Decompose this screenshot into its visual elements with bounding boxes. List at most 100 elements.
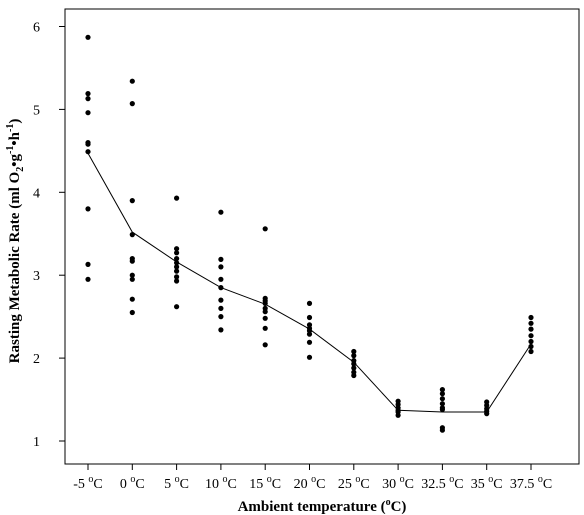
x-tick-label: 10 oC: [205, 474, 237, 492]
data-point: [85, 110, 91, 116]
x-tick-label-number: 0: [120, 477, 131, 492]
x-tick-label-unit: C: [360, 477, 369, 492]
x-tick-label-number: 10: [205, 477, 223, 492]
x-tick-label-degree: o: [355, 474, 360, 485]
data-point: [262, 342, 268, 348]
data-point: [129, 258, 135, 264]
x-tick-label-unit: C: [93, 477, 102, 492]
x-tick-label-degree: o: [488, 474, 493, 485]
data-point: [528, 338, 534, 345]
data-point: [129, 276, 135, 282]
data-point: [174, 278, 180, 284]
x-tick-label-degree: o: [311, 474, 316, 485]
fit-line: [87, 153, 532, 413]
data-points: [85, 34, 534, 433]
data-point: [218, 209, 224, 215]
y-axis-title-end: ): [7, 119, 23, 124]
data-point: [174, 264, 180, 270]
y-axis-title-sup2: -1: [5, 124, 16, 132]
plot-frame: [64, 8, 580, 465]
x-tick-label: 37.5 oC: [510, 474, 552, 492]
data-point: [262, 309, 268, 315]
data-point: [85, 34, 91, 40]
data-point: [439, 406, 445, 413]
data-point: [174, 304, 180, 310]
fit-line-path: [87, 153, 532, 413]
data-point: [174, 250, 180, 256]
data-point: [439, 396, 445, 402]
x-tick-label-degree: o: [400, 474, 405, 485]
data-point: [218, 327, 224, 333]
x-tick-label: 20 oC: [294, 474, 326, 492]
x-tick-label-degree: o: [538, 474, 543, 485]
data-point: [85, 276, 91, 282]
data-point: [351, 353, 357, 359]
data-point: [351, 365, 357, 371]
x-tick-label-number: 25: [338, 477, 356, 492]
data-point: [528, 314, 534, 321]
x-tick-label-number: 15: [249, 477, 267, 492]
data-point: [306, 300, 313, 306]
x-tick-label-unit: C: [272, 477, 281, 492]
x-tick-label-number: 5: [164, 477, 175, 492]
data-point: [306, 331, 313, 337]
data-point: [174, 195, 180, 201]
data-point: [129, 296, 135, 302]
data-point: [484, 411, 490, 417]
data-point: [351, 348, 357, 355]
data-point: [528, 320, 534, 326]
x-axis-title-end: C): [391, 499, 407, 515]
x-tick-label-degree: o: [175, 474, 180, 485]
x-tick-label-number: 32.5: [421, 477, 449, 492]
data-point: [395, 412, 401, 418]
x-axis-title-main: Ambient temperature (: [238, 499, 386, 515]
data-point: [85, 206, 91, 212]
y-axis-title-mid: •g: [7, 153, 23, 166]
data-point: [439, 401, 445, 407]
x-tick-label-unit: C: [135, 477, 144, 492]
data-point: [306, 339, 313, 345]
x-tick-label-degree: o: [222, 474, 227, 485]
data-point: [85, 141, 91, 147]
x-tick-label-number: 37.5: [510, 477, 538, 492]
data-point: [351, 361, 357, 367]
data-point: [174, 260, 180, 266]
data-point: [85, 149, 91, 155]
data-point: [218, 256, 224, 262]
x-tick-label-number: -5: [73, 477, 88, 492]
x-tick-label-unit: C: [405, 477, 414, 492]
data-point: [528, 348, 534, 355]
data-point: [174, 246, 180, 252]
data-point: [129, 272, 135, 278]
x-tick-label: 5 oC: [164, 474, 189, 492]
data-point: [218, 276, 224, 282]
x-tick-label-unit: C: [227, 477, 236, 492]
data-point: [174, 256, 180, 262]
data-point: [85, 261, 91, 267]
data-point: [218, 264, 224, 270]
data-point: [174, 274, 180, 280]
y-axis: 1 2 3 4 5 6: [33, 21, 65, 450]
x-tick-label-number: 35: [471, 477, 489, 492]
data-point: [129, 309, 135, 316]
x-tick-label-degree: o: [449, 474, 454, 485]
x-tick-label-number: 20: [294, 477, 312, 492]
y-axis-title-sub: 2: [15, 167, 26, 172]
data-point: [306, 314, 313, 321]
data-point: [439, 391, 445, 397]
x-tick-label-unit: C: [543, 477, 552, 492]
data-point: [351, 372, 357, 379]
x-tick-label-unit: C: [454, 477, 463, 492]
x-tick-label: 35 oC: [471, 474, 503, 492]
data-point: [439, 427, 445, 433]
data-point: [129, 198, 135, 204]
y-tick-label: 1: [33, 435, 40, 450]
data-point: [129, 232, 135, 238]
data-point: [85, 96, 91, 102]
y-tick-label: 5: [33, 103, 40, 118]
x-tick-label: 30 oC: [382, 474, 414, 492]
x-axis-title: Ambient temperature (oC): [238, 497, 407, 515]
x-axis: -5 oC 0 oC 5 oC 10 oC 15 oC 20 oC 25 oC 30 oC 32…: [73, 464, 552, 492]
data-point: [218, 285, 224, 291]
